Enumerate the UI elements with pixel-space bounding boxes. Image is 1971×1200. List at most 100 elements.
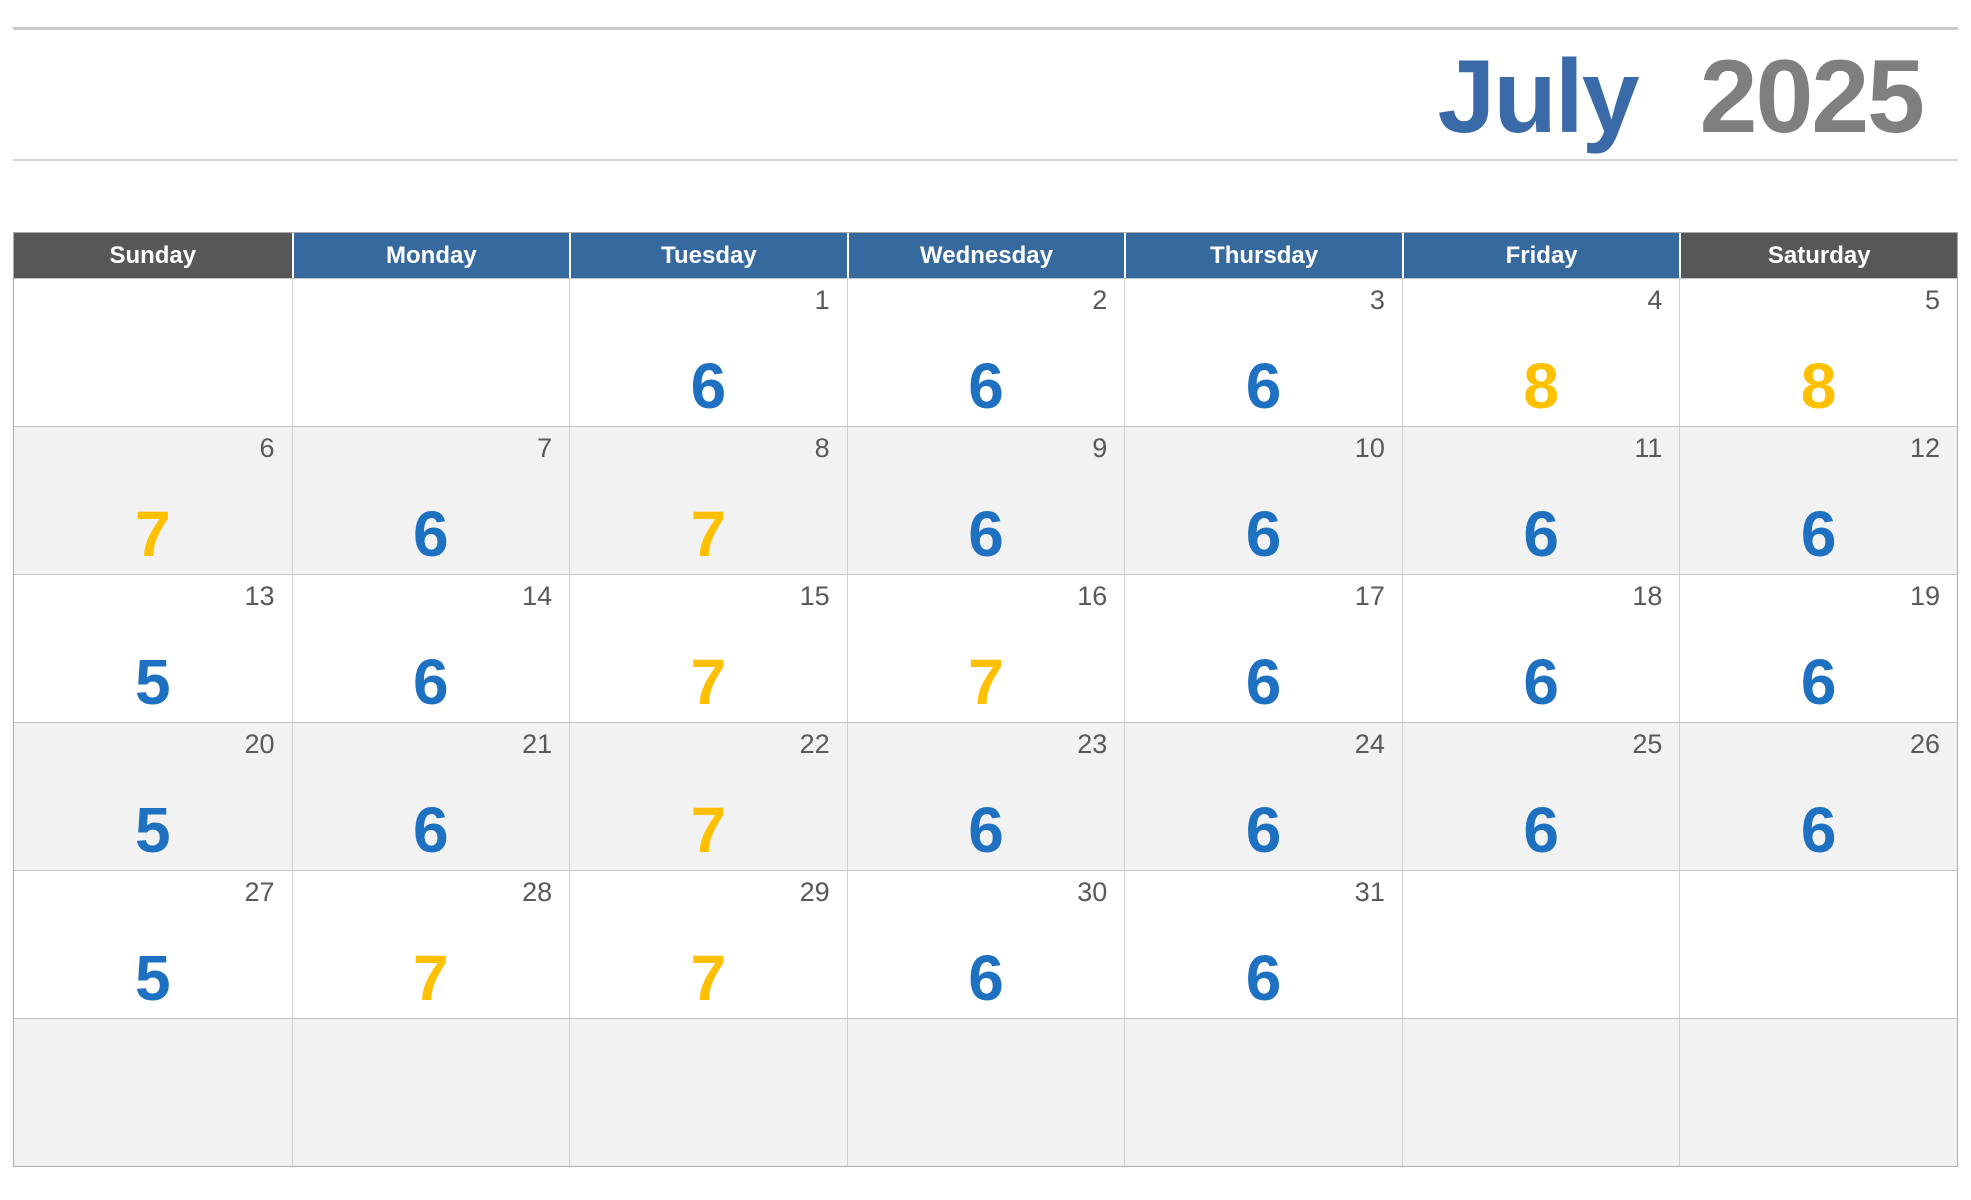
- day-value: 5: [134, 646, 171, 718]
- day-cell-empty: [291, 278, 570, 426]
- day-cell-july-31[interactable]: 31 6: [1124, 870, 1402, 1018]
- day-value: 6: [1800, 498, 1837, 570]
- date-number: 31: [1354, 877, 1385, 907]
- day-value: 7: [968, 646, 1004, 718]
- day-cell-empty: [14, 278, 292, 426]
- day-cell-july-22[interactable]: 22 7: [569, 722, 847, 870]
- date-number: 28: [522, 877, 553, 907]
- date-number: 21: [522, 729, 553, 759]
- day-value: 7: [690, 794, 727, 866]
- day-cell-july-28[interactable]: 28 7: [291, 870, 570, 1018]
- day-cell-july-12[interactable]: 12 6: [1679, 426, 1957, 574]
- weekday-label: Thursday: [1210, 241, 1319, 269]
- day-cell-july-11[interactable]: 11 6: [1401, 426, 1680, 574]
- day-value: 6: [1800, 646, 1837, 718]
- date-number: 20: [244, 729, 275, 759]
- day-value: 6: [413, 646, 449, 718]
- day-cell-july-24[interactable]: 24 6: [1124, 722, 1402, 870]
- date-number: 19: [1909, 581, 1940, 611]
- weekday-header-row: Sunday Monday Tuesday Wednesday Thursday Frid…: [14, 233, 1957, 278]
- date-number: 26: [1909, 729, 1940, 759]
- weekday-label: Monday: [386, 241, 477, 269]
- day-value: 8: [1800, 350, 1837, 422]
- day-value: 6: [1523, 498, 1559, 570]
- weekday-header-wednesday: Wednesday: [846, 233, 1125, 278]
- day-value: 7: [413, 942, 449, 1014]
- day-cell-july-10[interactable]: 10 6: [1124, 426, 1402, 574]
- page-title: July 2025: [1437, 38, 1925, 157]
- day-value: 6: [968, 350, 1004, 422]
- calendar-grid: Sunday Monday Tuesday Wednesday Thursday Frid…: [13, 232, 1958, 1167]
- day-value: 7: [690, 498, 727, 570]
- date-number: 6: [259, 433, 275, 463]
- day-cell-july-27[interactable]: 27 5: [14, 870, 292, 1018]
- title-divider: [13, 159, 1958, 161]
- day-cell-july-13[interactable]: 13 5: [14, 574, 292, 722]
- weekday-label: Friday: [1505, 241, 1578, 269]
- title-month: July: [1437, 39, 1640, 155]
- day-cell-july-19[interactable]: 19 6: [1679, 574, 1957, 722]
- week-row: 6 7 7 6 8 7 9 6 10 6 11 6 12 6: [14, 426, 1957, 574]
- date-number: 7: [537, 433, 553, 463]
- date-number: 17: [1354, 581, 1385, 611]
- week-row: 20 5 21 6 22 7 23 6 24 6 25 6 26 6: [14, 722, 1957, 870]
- day-value: 6: [968, 498, 1004, 570]
- weekday-header-monday: Monday: [291, 233, 570, 278]
- date-number: 23: [1077, 729, 1108, 759]
- day-value: 6: [1523, 794, 1559, 866]
- day-value: 6: [1245, 498, 1282, 570]
- day-cell-july-29[interactable]: 29 7: [569, 870, 847, 1018]
- day-value: 6: [1245, 646, 1282, 718]
- date-number: 5: [1924, 285, 1940, 315]
- day-cell-july-23[interactable]: 23 6: [846, 722, 1125, 870]
- day-cell-july-18[interactable]: 18 6: [1401, 574, 1680, 722]
- date-number: 11: [1634, 433, 1663, 463]
- day-cell-empty: [291, 1018, 570, 1166]
- date-number: 13: [244, 581, 275, 611]
- week-row: 27 5 28 7 29 7 30 6 31 6: [14, 870, 1957, 1018]
- day-cell-empty: [1401, 1018, 1680, 1166]
- weekday-label: Sunday: [109, 241, 197, 269]
- day-cell-july-30[interactable]: 30 6: [846, 870, 1125, 1018]
- title-year: 2025: [1699, 39, 1925, 155]
- day-value: 6: [968, 794, 1004, 866]
- date-number: 9: [1092, 433, 1108, 463]
- day-value: 6: [413, 498, 449, 570]
- day-value: 6: [690, 350, 727, 422]
- day-cell-july-17[interactable]: 17 6: [1124, 574, 1402, 722]
- weekday-label: Wednesday: [920, 241, 1053, 269]
- day-cell-july-14[interactable]: 14 6: [291, 574, 570, 722]
- date-number: 30: [1077, 877, 1108, 907]
- date-number: 8: [814, 433, 830, 463]
- date-number: 12: [1909, 433, 1940, 463]
- day-value: 7: [134, 498, 171, 570]
- day-value: 6: [1523, 646, 1559, 718]
- day-cell-empty: [1401, 870, 1680, 1018]
- day-cell-july-15[interactable]: 15 7: [569, 574, 847, 722]
- day-cell-july-20[interactable]: 20 5: [14, 722, 292, 870]
- weekday-header-saturday: Saturday: [1679, 233, 1957, 278]
- day-cell-july-25[interactable]: 25 6: [1401, 722, 1680, 870]
- day-cell-july-16[interactable]: 16 7: [846, 574, 1125, 722]
- day-value: 5: [134, 942, 171, 1014]
- week-row: [14, 1018, 1957, 1166]
- day-value: 6: [1800, 794, 1837, 866]
- day-cell-empty: [569, 1018, 847, 1166]
- day-cell-july-26[interactable]: 26 6: [1679, 722, 1957, 870]
- day-cell-july-21[interactable]: 21 6: [291, 722, 570, 870]
- week-row: 13 5 14 6 15 7 16 7 17 6 18 6 19 6: [14, 574, 1957, 722]
- date-number: 10: [1354, 433, 1385, 463]
- weekday-header-friday: Friday: [1401, 233, 1680, 278]
- day-cell-empty: [1679, 870, 1957, 1018]
